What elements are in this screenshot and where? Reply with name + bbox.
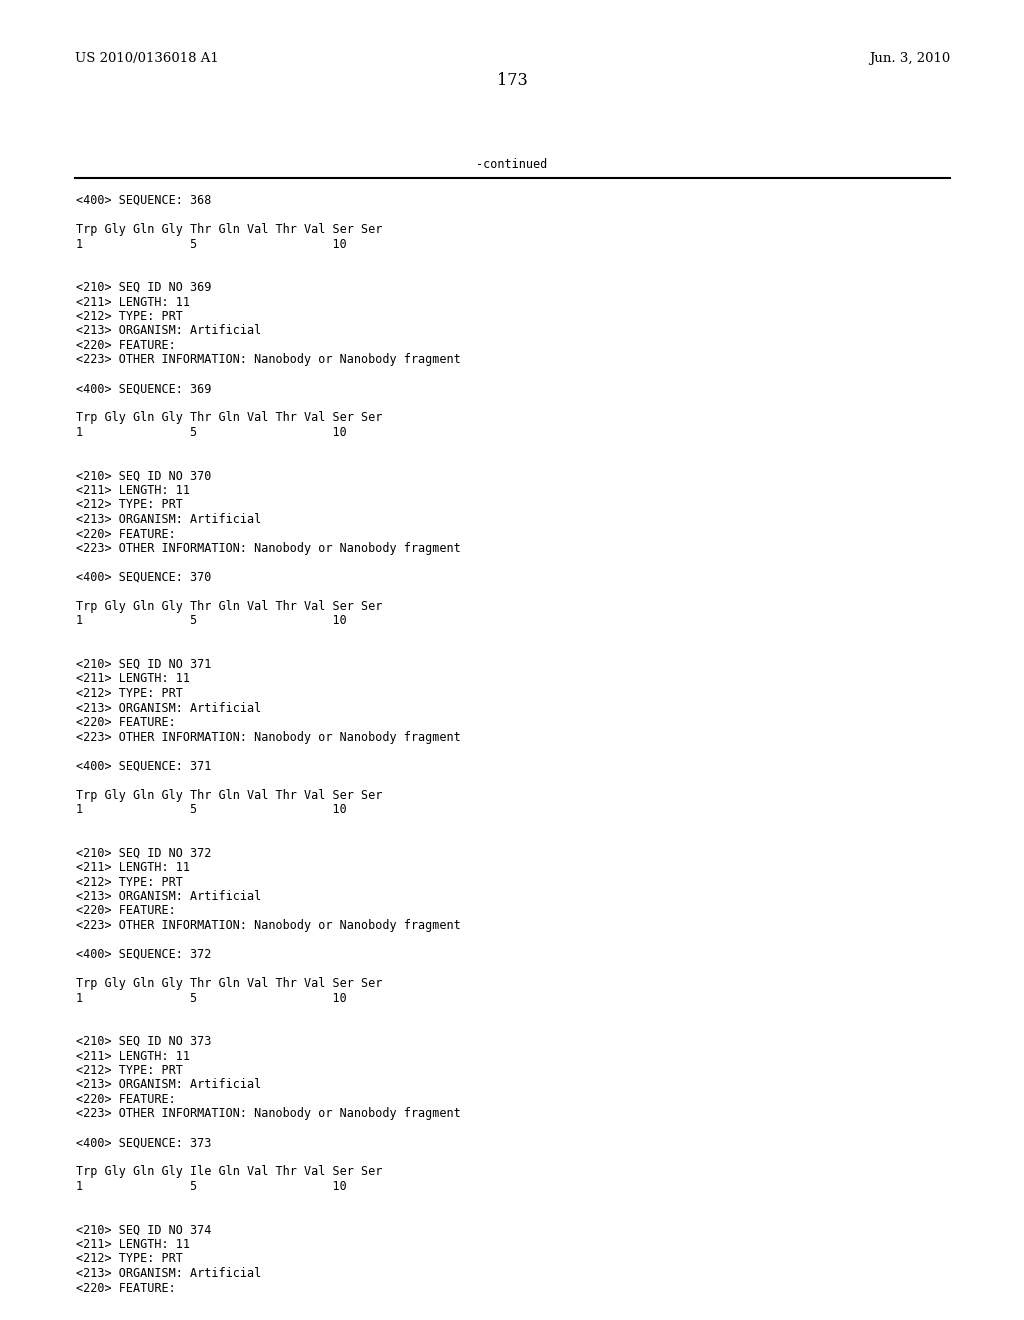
Text: <223> OTHER INFORMATION: Nanobody or Nanobody fragment: <223> OTHER INFORMATION: Nanobody or Nan…	[76, 919, 461, 932]
Text: <212> TYPE: PRT: <212> TYPE: PRT	[76, 1253, 183, 1266]
Text: <211> LENGTH: 11: <211> LENGTH: 11	[76, 1238, 190, 1251]
Text: <210> SEQ ID NO 372: <210> SEQ ID NO 372	[76, 846, 211, 859]
Text: <213> ORGANISM: Artificial: <213> ORGANISM: Artificial	[76, 513, 261, 525]
Text: -continued: -continued	[476, 158, 548, 172]
Text: <400> SEQUENCE: 369: <400> SEQUENCE: 369	[76, 383, 211, 396]
Text: <210> SEQ ID NO 373: <210> SEQ ID NO 373	[76, 1035, 211, 1048]
Text: <213> ORGANISM: Artificial: <213> ORGANISM: Artificial	[76, 325, 261, 338]
Text: Jun. 3, 2010: Jun. 3, 2010	[868, 51, 950, 65]
Text: <220> FEATURE:: <220> FEATURE:	[76, 715, 176, 729]
Text: <212> TYPE: PRT: <212> TYPE: PRT	[76, 686, 183, 700]
Text: <211> LENGTH: 11: <211> LENGTH: 11	[76, 484, 190, 498]
Text: Trp Gly Gln Gly Thr Gln Val Thr Val Ser Ser: Trp Gly Gln Gly Thr Gln Val Thr Val Ser …	[76, 223, 382, 236]
Text: <223> OTHER INFORMATION: Nanobody or Nanobody fragment: <223> OTHER INFORMATION: Nanobody or Nan…	[76, 1107, 461, 1121]
Text: <220> FEATURE:: <220> FEATURE:	[76, 339, 176, 352]
Text: Trp Gly Gln Gly Thr Gln Val Thr Val Ser Ser: Trp Gly Gln Gly Thr Gln Val Thr Val Ser …	[76, 412, 382, 425]
Text: 1               5                   10: 1 5 10	[76, 426, 347, 440]
Text: <400> SEQUENCE: 370: <400> SEQUENCE: 370	[76, 572, 211, 583]
Text: <223> OTHER INFORMATION: Nanobody or Nanobody fragment: <223> OTHER INFORMATION: Nanobody or Nan…	[76, 354, 461, 367]
Text: <400> SEQUENCE: 368: <400> SEQUENCE: 368	[76, 194, 211, 207]
Text: <210> SEQ ID NO 371: <210> SEQ ID NO 371	[76, 657, 211, 671]
Text: Trp Gly Gln Gly Ile Gln Val Thr Val Ser Ser: Trp Gly Gln Gly Ile Gln Val Thr Val Ser …	[76, 1166, 382, 1179]
Text: <211> LENGTH: 11: <211> LENGTH: 11	[76, 861, 190, 874]
Text: <213> ORGANISM: Artificial: <213> ORGANISM: Artificial	[76, 701, 261, 714]
Text: US 2010/0136018 A1: US 2010/0136018 A1	[75, 51, 219, 65]
Text: <212> TYPE: PRT: <212> TYPE: PRT	[76, 1064, 183, 1077]
Text: 1               5                   10: 1 5 10	[76, 991, 347, 1005]
Text: <212> TYPE: PRT: <212> TYPE: PRT	[76, 875, 183, 888]
Text: <210> SEQ ID NO 374: <210> SEQ ID NO 374	[76, 1224, 211, 1237]
Text: <220> FEATURE:: <220> FEATURE:	[76, 904, 176, 917]
Text: <220> FEATURE:: <220> FEATURE:	[76, 1282, 176, 1295]
Text: <210> SEQ ID NO 369: <210> SEQ ID NO 369	[76, 281, 211, 294]
Text: <213> ORGANISM: Artificial: <213> ORGANISM: Artificial	[76, 890, 261, 903]
Text: <223> OTHER INFORMATION: Nanobody or Nanobody fragment: <223> OTHER INFORMATION: Nanobody or Nan…	[76, 730, 461, 743]
Text: <223> OTHER INFORMATION: Nanobody or Nanobody fragment: <223> OTHER INFORMATION: Nanobody or Nan…	[76, 543, 461, 554]
Text: 1               5                   10: 1 5 10	[76, 615, 347, 627]
Text: 173: 173	[497, 73, 527, 88]
Text: <213> ORGANISM: Artificial: <213> ORGANISM: Artificial	[76, 1078, 261, 1092]
Text: <400> SEQUENCE: 372: <400> SEQUENCE: 372	[76, 948, 211, 961]
Text: <211> LENGTH: 11: <211> LENGTH: 11	[76, 1049, 190, 1063]
Text: 1               5                   10: 1 5 10	[76, 238, 347, 251]
Text: Trp Gly Gln Gly Thr Gln Val Thr Val Ser Ser: Trp Gly Gln Gly Thr Gln Val Thr Val Ser …	[76, 977, 382, 990]
Text: <220> FEATURE:: <220> FEATURE:	[76, 1093, 176, 1106]
Text: <211> LENGTH: 11: <211> LENGTH: 11	[76, 672, 190, 685]
Text: <400> SEQUENCE: 373: <400> SEQUENCE: 373	[76, 1137, 211, 1150]
Text: <400> SEQUENCE: 371: <400> SEQUENCE: 371	[76, 759, 211, 772]
Text: Trp Gly Gln Gly Thr Gln Val Thr Val Ser Ser: Trp Gly Gln Gly Thr Gln Val Thr Val Ser …	[76, 601, 382, 612]
Text: 1               5                   10: 1 5 10	[76, 1180, 347, 1193]
Text: <212> TYPE: PRT: <212> TYPE: PRT	[76, 499, 183, 511]
Text: <213> ORGANISM: Artificial: <213> ORGANISM: Artificial	[76, 1267, 261, 1280]
Text: <210> SEQ ID NO 370: <210> SEQ ID NO 370	[76, 470, 211, 483]
Text: Trp Gly Gln Gly Thr Gln Val Thr Val Ser Ser: Trp Gly Gln Gly Thr Gln Val Thr Val Ser …	[76, 788, 382, 801]
Text: 1               5                   10: 1 5 10	[76, 803, 347, 816]
Text: <212> TYPE: PRT: <212> TYPE: PRT	[76, 310, 183, 323]
Text: <220> FEATURE:: <220> FEATURE:	[76, 528, 176, 540]
Text: <211> LENGTH: 11: <211> LENGTH: 11	[76, 296, 190, 309]
